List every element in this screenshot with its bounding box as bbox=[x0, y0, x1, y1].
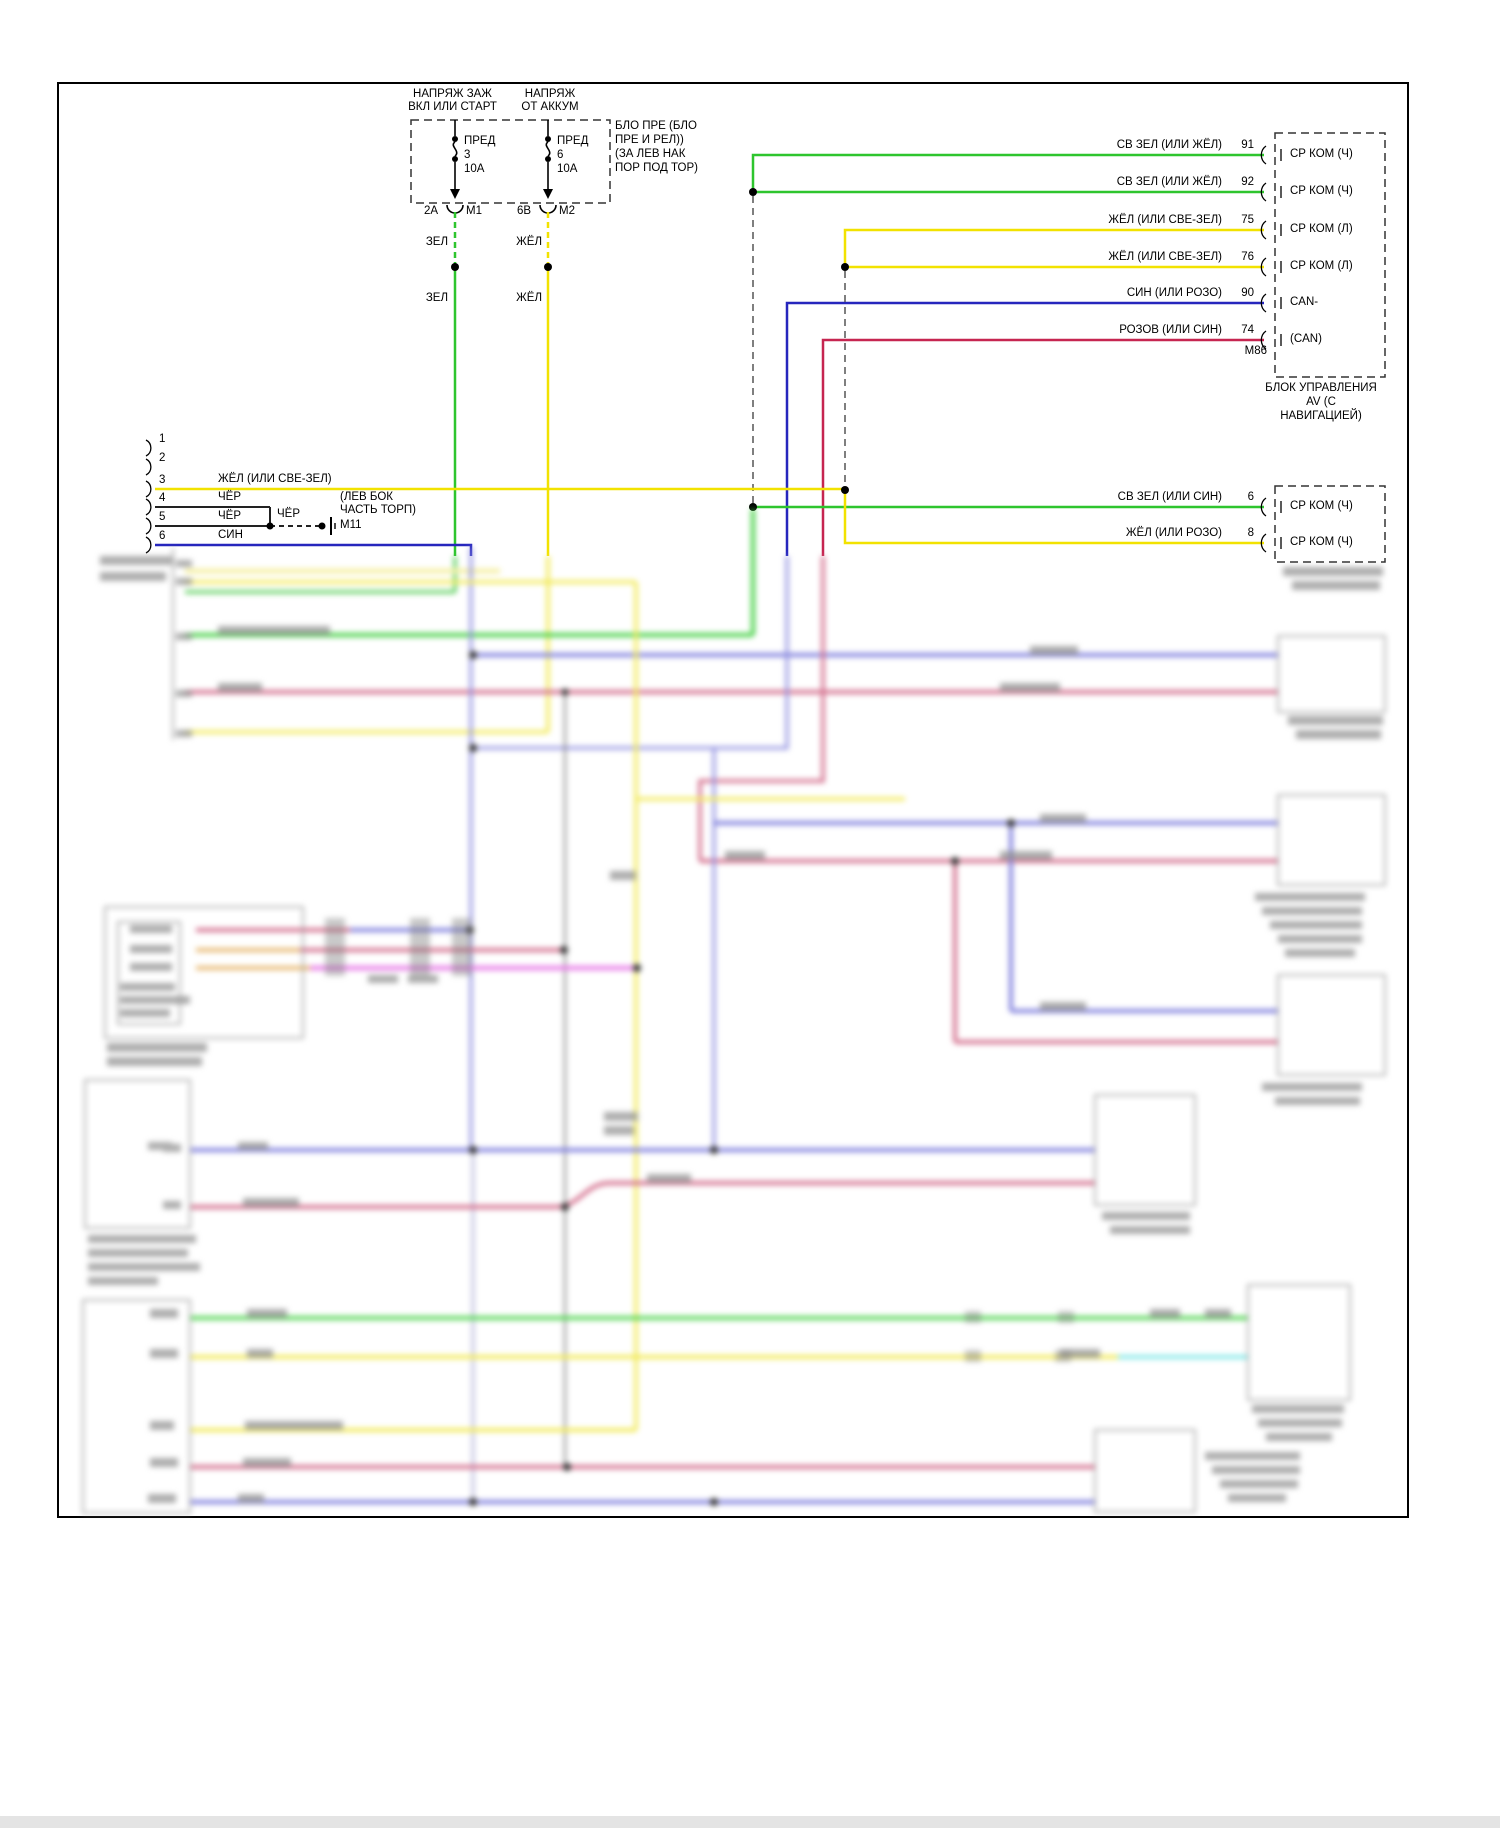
wire-label-76: ЖЁЛ (ИЛИ СВЕ-ЗЕЛ) bbox=[1108, 251, 1222, 263]
fuse-box-note: БЛО ПРЕ (БЛО ПРЕ И РЕЛ)) (ЗА ЛЕВ НАК ПОР… bbox=[615, 120, 698, 174]
wire-74-red-can bbox=[821, 338, 1264, 556]
left-pin-glyphs bbox=[145, 439, 152, 554]
function-75: СР КОМ (Л) bbox=[1290, 223, 1353, 235]
function-90: CAN- bbox=[1290, 296, 1319, 308]
wire-pin3-to-pin8-yellow bbox=[155, 487, 1264, 545]
ground-note: (ЛЕВ БОК ЧАСТЬ ТОРП) bbox=[340, 491, 416, 516]
pin-76: 76 bbox=[1241, 251, 1254, 263]
left-pin4-color: ЧЁР bbox=[218, 491, 242, 503]
pin-90: 90 bbox=[1241, 287, 1254, 299]
left-pin-6: 6 bbox=[159, 530, 166, 542]
fuse-box-outline bbox=[410, 119, 611, 204]
terminal-2a: 2А bbox=[424, 205, 439, 217]
wire-label-pin8: ЖЁЛ (ИЛИ РОЗО) bbox=[1125, 527, 1222, 539]
wire-label-91: СВ ЗЕЛ (ИЛИ ЖЁЛ) bbox=[1116, 139, 1222, 151]
av-unit-box bbox=[1274, 132, 1386, 563]
connector-m2: М2 bbox=[559, 205, 575, 217]
function-pin8: СР КОМ (Ч) bbox=[1290, 536, 1353, 548]
pin-91: 91 bbox=[1241, 139, 1254, 151]
ground-m11: М11 bbox=[340, 519, 362, 531]
left-pin5-color: ЧЁР bbox=[218, 510, 242, 522]
left-pin-5: 5 bbox=[159, 511, 166, 523]
wire-label-90: СИН (ИЛИ РОЗО) bbox=[1126, 287, 1222, 299]
wire-label-75: ЖЁЛ (ИЛИ СВЕ-ЗЕЛ) bbox=[1108, 214, 1222, 226]
av-unit-name: БЛОК УПРАВЛЕНИЯ AV (С НАВИГАЦИЕЙ) bbox=[1265, 382, 1377, 422]
pin-74: 74 bbox=[1241, 324, 1254, 336]
terminal-6v: 6В bbox=[517, 205, 532, 217]
pin-6: 6 bbox=[1247, 491, 1254, 503]
wire-color-zel-1: ЗЕЛ bbox=[425, 236, 448, 248]
diagram-frame bbox=[57, 82, 1409, 1518]
wire-label-74: РОЗОВ (ИЛИ СИН) bbox=[1119, 324, 1222, 336]
left-pin-1: 1 bbox=[159, 433, 166, 445]
left-pin-3: 3 bbox=[159, 474, 166, 486]
function-pin6: СР КОМ (Ч) bbox=[1290, 500, 1353, 512]
left-pin-2: 2 bbox=[159, 452, 166, 464]
fuse-3-label: ПРЕД 3 10А bbox=[464, 135, 496, 175]
connector-m1: М1 bbox=[466, 205, 482, 217]
wire-91-92-green bbox=[751, 153, 1264, 194]
page-bottom-strip bbox=[0, 1816, 1500, 1828]
power-header-battery: НАПРЯЖ ОТ АККУМ bbox=[521, 88, 579, 113]
harness-dashed-drops bbox=[752, 196, 846, 503]
fuse-6-label: ПРЕД 6 10А bbox=[557, 135, 589, 175]
ground-symbol-m11 bbox=[330, 517, 336, 535]
function-74: (CAN) bbox=[1290, 333, 1322, 345]
pin-8: 8 bbox=[1247, 527, 1254, 539]
function-76: СР КОМ (Л) bbox=[1290, 260, 1353, 272]
power-header-ignition: НАПРЯЖ ЗАЖ ВКЛ ИЛИ СТАРТ bbox=[408, 88, 497, 113]
wire-label-92: СВ ЗЕЛ (ИЛИ ЖЁЛ) bbox=[1116, 176, 1222, 188]
splice-color: ЧЁР bbox=[277, 508, 301, 520]
wire-color-zel-2: ЗЕЛ bbox=[425, 292, 448, 304]
fuse-6-symbol bbox=[539, 120, 557, 214]
connector-m86: М86 bbox=[1244, 345, 1267, 357]
function-92: СР КОМ (Ч) bbox=[1290, 185, 1353, 197]
right-pin-glyphs bbox=[1260, 145, 1282, 553]
pin-92: 92 bbox=[1241, 176, 1254, 188]
left-pin3-color: ЖЁЛ (ИЛИ СВЕ-ЗЕЛ) bbox=[218, 473, 332, 485]
pin-75: 75 bbox=[1241, 214, 1254, 226]
wire-label-pin6: СВ ЗЕЛ (ИЛИ СИН) bbox=[1117, 491, 1222, 503]
left-pin-4: 4 bbox=[159, 492, 166, 504]
wire-color-zhel-1: ЖЁЛ bbox=[516, 236, 542, 248]
function-91: СР КОМ (Ч) bbox=[1290, 148, 1353, 160]
left-pin6-color: СИН bbox=[218, 529, 243, 541]
wire-90-blue-can bbox=[785, 301, 1264, 556]
wire-75-76-yellow bbox=[843, 228, 1264, 269]
wire-color-zhel-2: ЖЁЛ bbox=[516, 292, 542, 304]
